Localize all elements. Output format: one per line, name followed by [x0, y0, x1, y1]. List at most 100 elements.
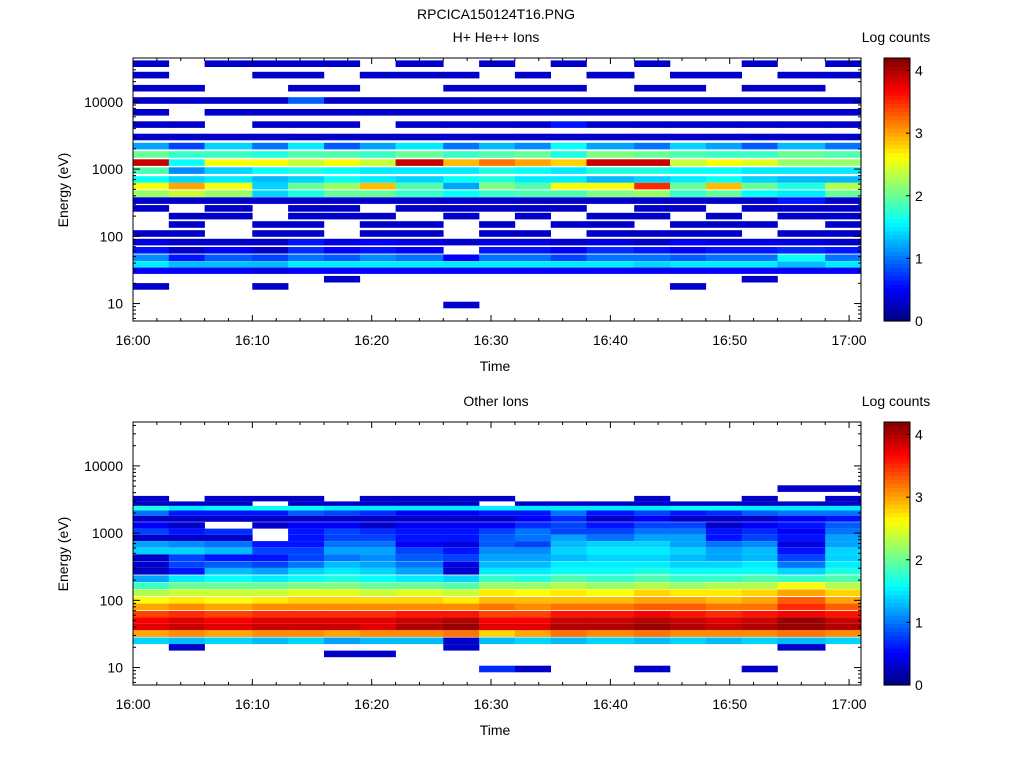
- heatmap-cell: [705, 267, 742, 274]
- colorbar-step: [884, 296, 910, 302]
- heatmap-cell: [670, 221, 707, 228]
- heatmap-cell: [479, 510, 516, 516]
- heatmap-cell: [395, 582, 444, 589]
- heatmap-cell: [359, 212, 396, 220]
- heatmap-cell: [777, 623, 826, 631]
- heatmap-cell: [252, 167, 289, 174]
- heatmap-cell: [550, 589, 587, 596]
- x-tick-label: 16:10: [235, 332, 270, 348]
- heatmap-cell: [634, 617, 671, 624]
- heatmap-cell: [550, 515, 587, 522]
- heatmap-cell: [670, 603, 707, 611]
- heatmap-cell: [825, 182, 862, 190]
- heatmap-cell: [168, 541, 205, 548]
- heatmap-cell: [252, 637, 289, 645]
- colorbar-step: [884, 582, 910, 587]
- heatmap-cell: [288, 167, 325, 174]
- heatmap-cell: [514, 167, 551, 174]
- heatmap-cell: [168, 568, 205, 575]
- heatmap-cell: [514, 541, 551, 548]
- heatmap-cell: [670, 501, 707, 506]
- heatmap-cell: [288, 238, 325, 246]
- heatmap-cell: [514, 71, 551, 79]
- heatmap-cell: [359, 515, 396, 522]
- x-tick-label: 16:20: [354, 332, 389, 348]
- heatmap-cell: [395, 597, 444, 604]
- heatmap-cell: [514, 611, 551, 618]
- heatmap-cell: [443, 205, 480, 212]
- heatmap-cell: [133, 547, 170, 555]
- heatmap-cell: [443, 623, 480, 631]
- colorbar-step: [884, 643, 910, 649]
- heatmap-cell: [288, 197, 325, 204]
- heatmap-cell: [252, 617, 289, 624]
- heatmap-cell: [133, 151, 170, 158]
- colorbar-tick-label: 3: [915, 489, 923, 505]
- heatmap-cell: [288, 133, 325, 141]
- heatmap-cell: [514, 589, 551, 596]
- colorbar-step: [884, 284, 910, 289]
- heatmap-cell: [479, 637, 516, 645]
- colorbar-step: [884, 656, 910, 661]
- colorbar-step: [884, 193, 910, 199]
- heatmap-cell: [479, 547, 516, 555]
- heatmap-cell: [288, 212, 325, 220]
- colorbar-tick-label: 1: [915, 250, 923, 266]
- heatmap-cell: [705, 212, 742, 220]
- heatmap-cell: [634, 254, 671, 262]
- heatmap-cell: [586, 575, 635, 582]
- heatmap-cell: [705, 238, 742, 246]
- heatmap-cell: [288, 589, 325, 596]
- heatmap-cell: [777, 254, 826, 262]
- colorbar-step: [884, 164, 910, 170]
- heatmap-cell: [168, 611, 205, 618]
- heatmap-cell: [288, 182, 325, 190]
- heatmap-cell: [825, 630, 862, 637]
- heatmap-cell: [168, 221, 205, 228]
- heatmap-cell: [777, 176, 826, 183]
- heatmap-cell: [359, 541, 396, 548]
- heatmap-cell: [395, 589, 444, 596]
- heatmap-cell: [741, 261, 778, 268]
- heatmap-cell: [395, 547, 444, 555]
- heatmap-cell: [252, 182, 289, 190]
- heatmap-cell: [586, 254, 635, 262]
- heatmap-cell: [204, 254, 253, 262]
- heatmap-cell: [204, 630, 253, 637]
- heatmap-cell: [479, 159, 516, 166]
- heatmap-cell: [670, 617, 707, 624]
- heatmap-cell: [288, 230, 325, 237]
- heatmap-cell: [550, 547, 587, 555]
- heatmap-cell: [443, 528, 480, 535]
- heatmap-cell: [670, 254, 707, 262]
- heatmap-cell: [359, 142, 396, 150]
- heatmap-cell: [634, 142, 671, 150]
- heatmap-cell: [705, 623, 742, 631]
- heatmap-cell: [288, 561, 325, 568]
- colorbar-step: [884, 185, 910, 191]
- colorbar-step: [884, 267, 910, 273]
- heatmap-cell: [133, 611, 170, 618]
- heatmap-cell: [252, 589, 289, 596]
- heatmap-cell: [777, 630, 826, 637]
- heatmap-cell: [479, 267, 516, 274]
- colorbar-step: [884, 615, 910, 620]
- y-tick-label: 10: [107, 660, 123, 676]
- heatmap-cell: [133, 60, 170, 67]
- heatmap-cell: [514, 528, 551, 535]
- heatmap-cell: [204, 575, 253, 582]
- heatmap-cell: [324, 190, 361, 197]
- heatmap-cell: [395, 637, 444, 645]
- heatmap-cell: [204, 97, 253, 104]
- heatmap-cell: [252, 254, 289, 262]
- heatmap-cell: [705, 501, 742, 506]
- heatmap-cell: [204, 623, 253, 631]
- colorbar-step: [884, 454, 910, 460]
- heatmap-cell: [634, 247, 671, 254]
- heatmap-cell: [705, 167, 742, 174]
- heatmap-cell: [705, 190, 742, 197]
- heatmap-cell: [741, 637, 778, 645]
- heatmap-cell: [168, 247, 205, 254]
- heatmap-cell: [204, 534, 253, 542]
- heatmap-cell: [204, 568, 253, 575]
